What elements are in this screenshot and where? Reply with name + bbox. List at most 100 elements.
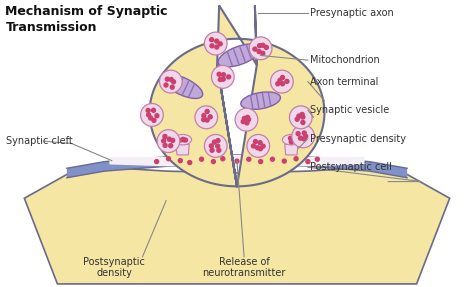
Text: Postsynaptic cell: Postsynaptic cell	[310, 162, 392, 172]
Circle shape	[167, 137, 171, 141]
Circle shape	[184, 138, 188, 142]
Circle shape	[278, 78, 282, 82]
Circle shape	[271, 157, 274, 161]
Circle shape	[204, 32, 227, 55]
Circle shape	[155, 114, 159, 118]
Circle shape	[188, 160, 191, 164]
Circle shape	[181, 137, 185, 141]
Polygon shape	[24, 167, 450, 284]
Polygon shape	[150, 5, 324, 186]
Circle shape	[306, 160, 310, 164]
Circle shape	[258, 147, 263, 151]
Circle shape	[182, 138, 186, 142]
Circle shape	[257, 44, 262, 48]
Circle shape	[205, 109, 209, 113]
Circle shape	[165, 77, 169, 81]
Circle shape	[172, 80, 175, 84]
Circle shape	[216, 139, 220, 143]
Polygon shape	[176, 144, 189, 155]
Circle shape	[216, 144, 220, 148]
Circle shape	[254, 139, 257, 144]
Text: Postsynaptic
density: Postsynaptic density	[83, 257, 145, 278]
Circle shape	[261, 144, 265, 148]
Circle shape	[166, 157, 171, 161]
Circle shape	[146, 108, 150, 113]
Circle shape	[221, 73, 226, 77]
Circle shape	[164, 83, 168, 87]
Ellipse shape	[283, 134, 301, 145]
Circle shape	[295, 117, 299, 121]
Circle shape	[281, 82, 284, 86]
Circle shape	[218, 42, 222, 46]
Circle shape	[297, 114, 301, 118]
Circle shape	[300, 113, 304, 117]
Circle shape	[162, 139, 165, 143]
Circle shape	[202, 114, 206, 118]
Circle shape	[152, 108, 155, 112]
Circle shape	[264, 45, 268, 49]
Circle shape	[290, 140, 293, 144]
Circle shape	[251, 144, 255, 148]
Circle shape	[204, 134, 227, 157]
Circle shape	[299, 136, 302, 140]
Circle shape	[261, 51, 265, 55]
Ellipse shape	[241, 92, 281, 109]
Text: Mitochondrion: Mitochondrion	[310, 55, 380, 65]
Circle shape	[290, 106, 312, 129]
Circle shape	[169, 144, 173, 148]
Circle shape	[178, 159, 182, 163]
Circle shape	[170, 85, 174, 89]
Text: Presynaptic density: Presynaptic density	[310, 134, 406, 144]
Circle shape	[195, 106, 218, 129]
Circle shape	[171, 138, 174, 142]
Circle shape	[249, 37, 272, 60]
Polygon shape	[109, 155, 365, 167]
Circle shape	[221, 157, 225, 161]
Circle shape	[290, 139, 293, 143]
Circle shape	[315, 157, 319, 161]
Circle shape	[271, 70, 293, 93]
Circle shape	[259, 160, 263, 164]
Circle shape	[178, 138, 182, 142]
Circle shape	[208, 115, 212, 119]
Circle shape	[159, 70, 182, 93]
Circle shape	[294, 157, 298, 161]
Circle shape	[289, 136, 292, 140]
Circle shape	[276, 82, 280, 86]
Circle shape	[212, 140, 217, 144]
Circle shape	[200, 157, 203, 161]
Circle shape	[205, 118, 209, 122]
Ellipse shape	[173, 134, 191, 145]
Circle shape	[169, 77, 173, 82]
Circle shape	[210, 44, 214, 48]
Circle shape	[247, 134, 270, 157]
Circle shape	[141, 104, 163, 126]
Circle shape	[247, 157, 251, 161]
Circle shape	[302, 137, 306, 141]
Circle shape	[283, 159, 286, 163]
Circle shape	[217, 148, 221, 152]
Circle shape	[211, 65, 234, 88]
Circle shape	[146, 113, 151, 117]
Circle shape	[221, 77, 225, 81]
Circle shape	[210, 38, 214, 42]
Circle shape	[157, 130, 180, 153]
Circle shape	[281, 75, 284, 79]
Circle shape	[253, 47, 257, 51]
Circle shape	[296, 132, 300, 136]
Circle shape	[155, 160, 159, 164]
Circle shape	[235, 108, 258, 131]
Ellipse shape	[218, 44, 261, 67]
Circle shape	[149, 116, 153, 120]
Circle shape	[292, 125, 315, 148]
Circle shape	[217, 72, 221, 76]
Circle shape	[227, 75, 231, 79]
Circle shape	[285, 79, 289, 83]
Circle shape	[163, 144, 167, 148]
Circle shape	[257, 50, 261, 54]
Circle shape	[210, 148, 214, 152]
Circle shape	[255, 146, 260, 150]
Text: Synaptic cleft: Synaptic cleft	[6, 136, 73, 146]
Text: Synaptic vesicle: Synaptic vesicle	[310, 105, 390, 115]
Circle shape	[202, 118, 206, 122]
